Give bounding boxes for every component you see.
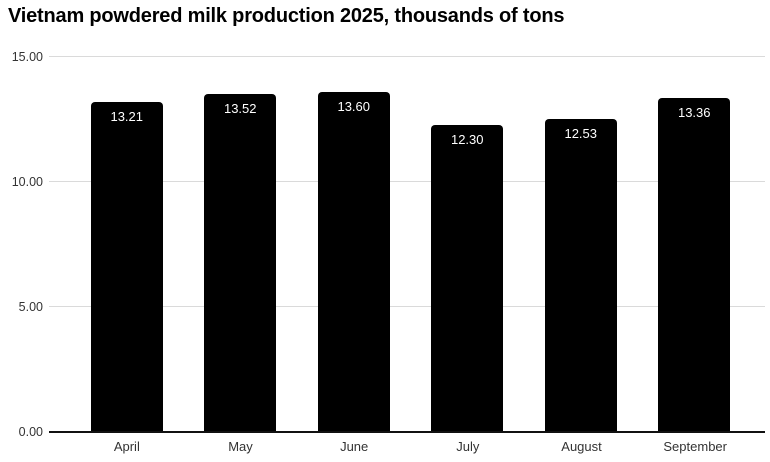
y-tick-label: 5.00 [18,300,43,314]
bar-value-label: 13.60 [337,99,371,114]
bar-band: 12.30 [411,57,525,432]
bar: 12.53 [544,118,617,432]
x-tick-label: August [561,439,602,454]
x-tick-label: April [113,439,140,454]
x-tick-label: June [340,439,369,454]
bar-band: 13.21 [70,57,184,432]
chart-title: Vietnam powdered milk production 2025, t… [8,5,565,27]
bar-value-label: 12.30 [450,131,484,147]
x-tick-label: May [228,439,253,454]
x-axis-labels: April May June July August September [70,439,752,454]
y-axis-labels: 0.00 5.00 10.00 15.00 [0,50,43,439]
bar: 12.30 [431,124,504,432]
bar-value-label: 12.53 [564,125,598,141]
bars-group: 13.21 13.52 13.60 12.30 12.53 13.36 [70,57,751,432]
y-tick-label: 15.00 [11,50,43,64]
bar-band: 13.60 [297,57,411,432]
y-tick-label: 10.00 [11,175,43,189]
gridline [49,306,765,307]
y-tick-label: 0.00 [18,425,43,439]
bar-band: 12.53 [524,57,638,432]
bar-value-label: 13.21 [110,108,144,124]
bar: 13.21 [90,101,163,432]
x-tick-label: September [663,439,727,454]
bar-band: 13.52 [184,57,298,432]
gridline [49,181,765,182]
bar-value-label: 13.52 [223,101,257,116]
gridline [49,56,765,57]
x-axis-line [49,431,765,433]
bar-band: 13.36 [638,57,752,432]
bar: 13.36 [658,98,731,432]
bar: 13.52 [204,94,277,432]
plot-area: 13.21 13.52 13.60 12.30 12.53 13.36 [49,56,765,433]
bar-value-label: 13.36 [677,105,711,120]
x-tick-label: July [456,439,480,454]
bar: 13.60 [317,92,390,432]
